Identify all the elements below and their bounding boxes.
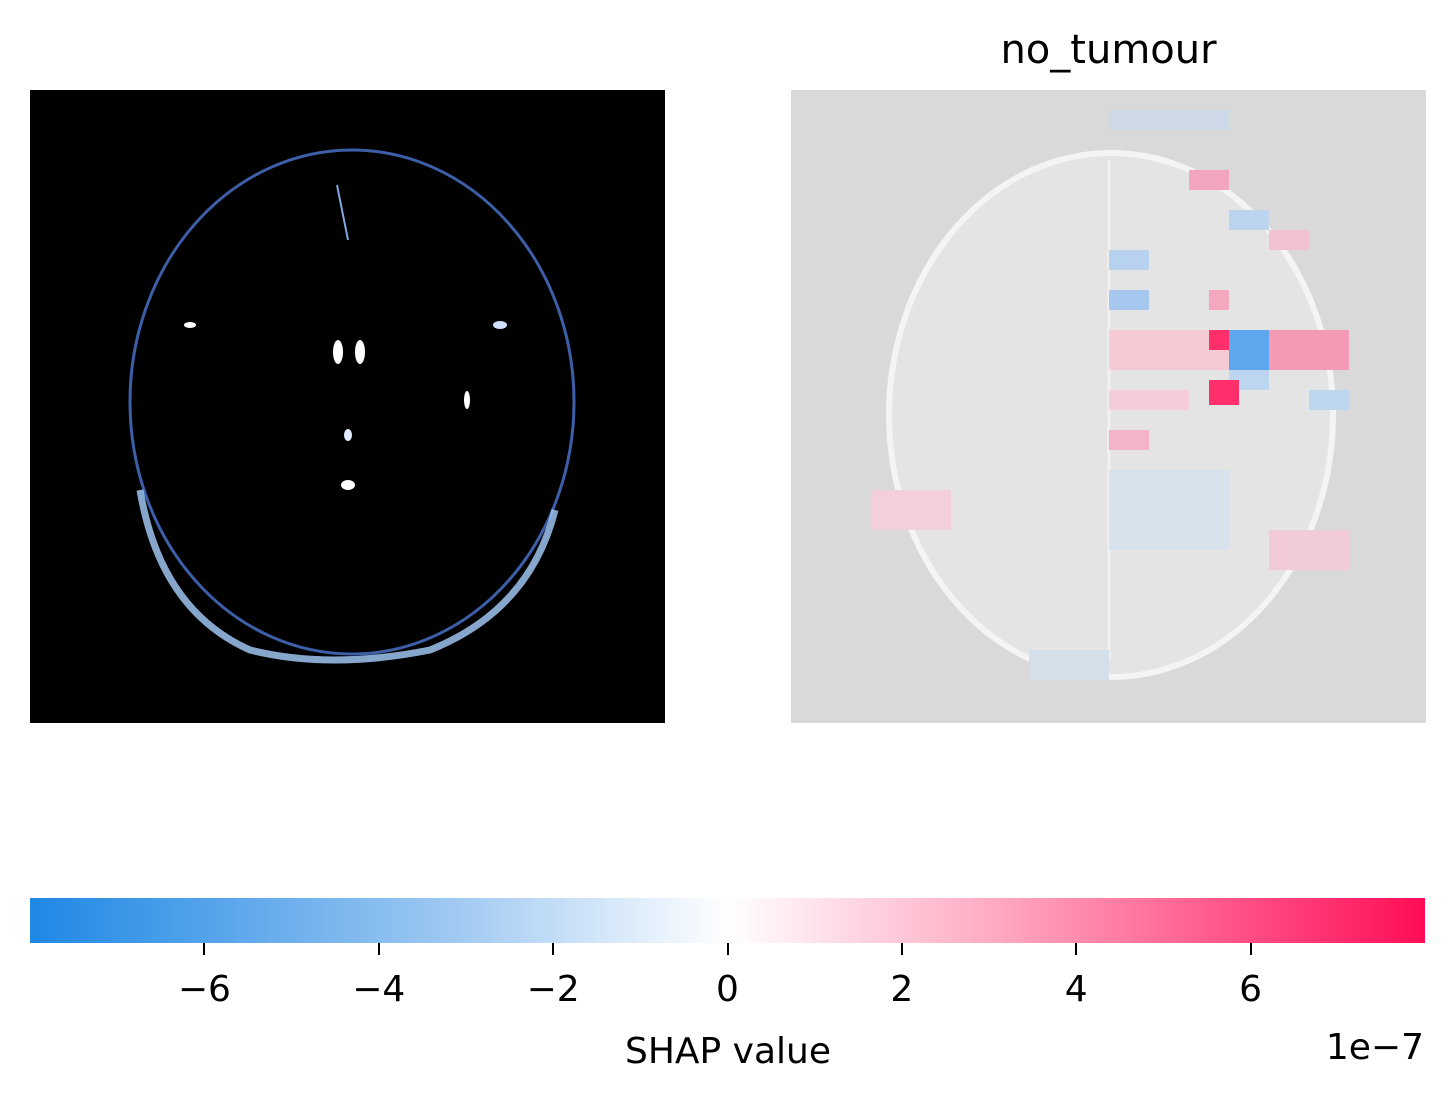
lateral-spot-right-upper: [493, 321, 507, 329]
shap-cell: [1109, 290, 1149, 310]
shap-cell: [1209, 330, 1229, 350]
shap-cell: [1109, 390, 1189, 410]
lateral-spot-left: [184, 322, 196, 328]
shap-cell: [1109, 250, 1149, 270]
colorbar: [30, 898, 1425, 943]
colorbar-tick-label: 4: [1064, 969, 1088, 1010]
colorbar-tick: [1249, 943, 1252, 955]
shap-overlay-panel: [791, 90, 1426, 723]
shap-overlay: [871, 110, 1349, 680]
shap-cell: [1269, 330, 1349, 370]
colorbar-tick: [552, 943, 555, 955]
shap-cell: [1229, 210, 1269, 230]
colorbar-tick-label: −6: [177, 969, 231, 1010]
falx-line: [336, 184, 349, 241]
skull-outline: [128, 148, 576, 656]
panel-title: no_tumour: [1000, 27, 1217, 73]
shap-cell: [1209, 290, 1229, 310]
brain-outline: [886, 150, 1336, 680]
shap-cell: [1109, 110, 1229, 130]
shap-cell: [871, 490, 951, 530]
shap-cell: [1109, 430, 1149, 450]
colorbar-tick-label: 6: [1239, 969, 1263, 1010]
colorbar-tick-label: −4: [352, 969, 406, 1010]
shap-cells: [871, 110, 1349, 680]
colorbar-tick-label: 0: [716, 969, 739, 1010]
lateral-spot-right: [464, 391, 470, 409]
colorbar-tick: [1075, 943, 1078, 955]
shap-cell: [1109, 470, 1229, 550]
shap-cell: [1309, 390, 1349, 410]
colorbar-offset-text: 1e−7: [1325, 1027, 1424, 1068]
colorbar-tick: [900, 943, 903, 955]
midbrain-spot: [341, 480, 355, 490]
shap-cell: [1209, 380, 1239, 405]
midline-spot: [344, 429, 352, 441]
ventricle-left: [333, 340, 343, 364]
colorbar-tick: [377, 943, 380, 955]
input-image-panel: [30, 90, 665, 723]
colorbar-tick-label: −2: [526, 969, 580, 1010]
ventricle-right: [355, 340, 365, 364]
colorbar-tick: [726, 943, 729, 955]
shap-cell: [1229, 330, 1269, 370]
colorbar-tick: [203, 943, 206, 955]
colorbar-tick-label: 2: [890, 969, 914, 1010]
colorbar-label: SHAP value: [624, 1031, 832, 1072]
shap-cell: [1189, 170, 1229, 190]
shap-cell: [1269, 230, 1309, 250]
shap-cell: [1269, 530, 1349, 570]
shap-cell: [1029, 650, 1109, 680]
skull-bright-edge: [136, 489, 559, 664]
input-image: [128, 148, 576, 664]
